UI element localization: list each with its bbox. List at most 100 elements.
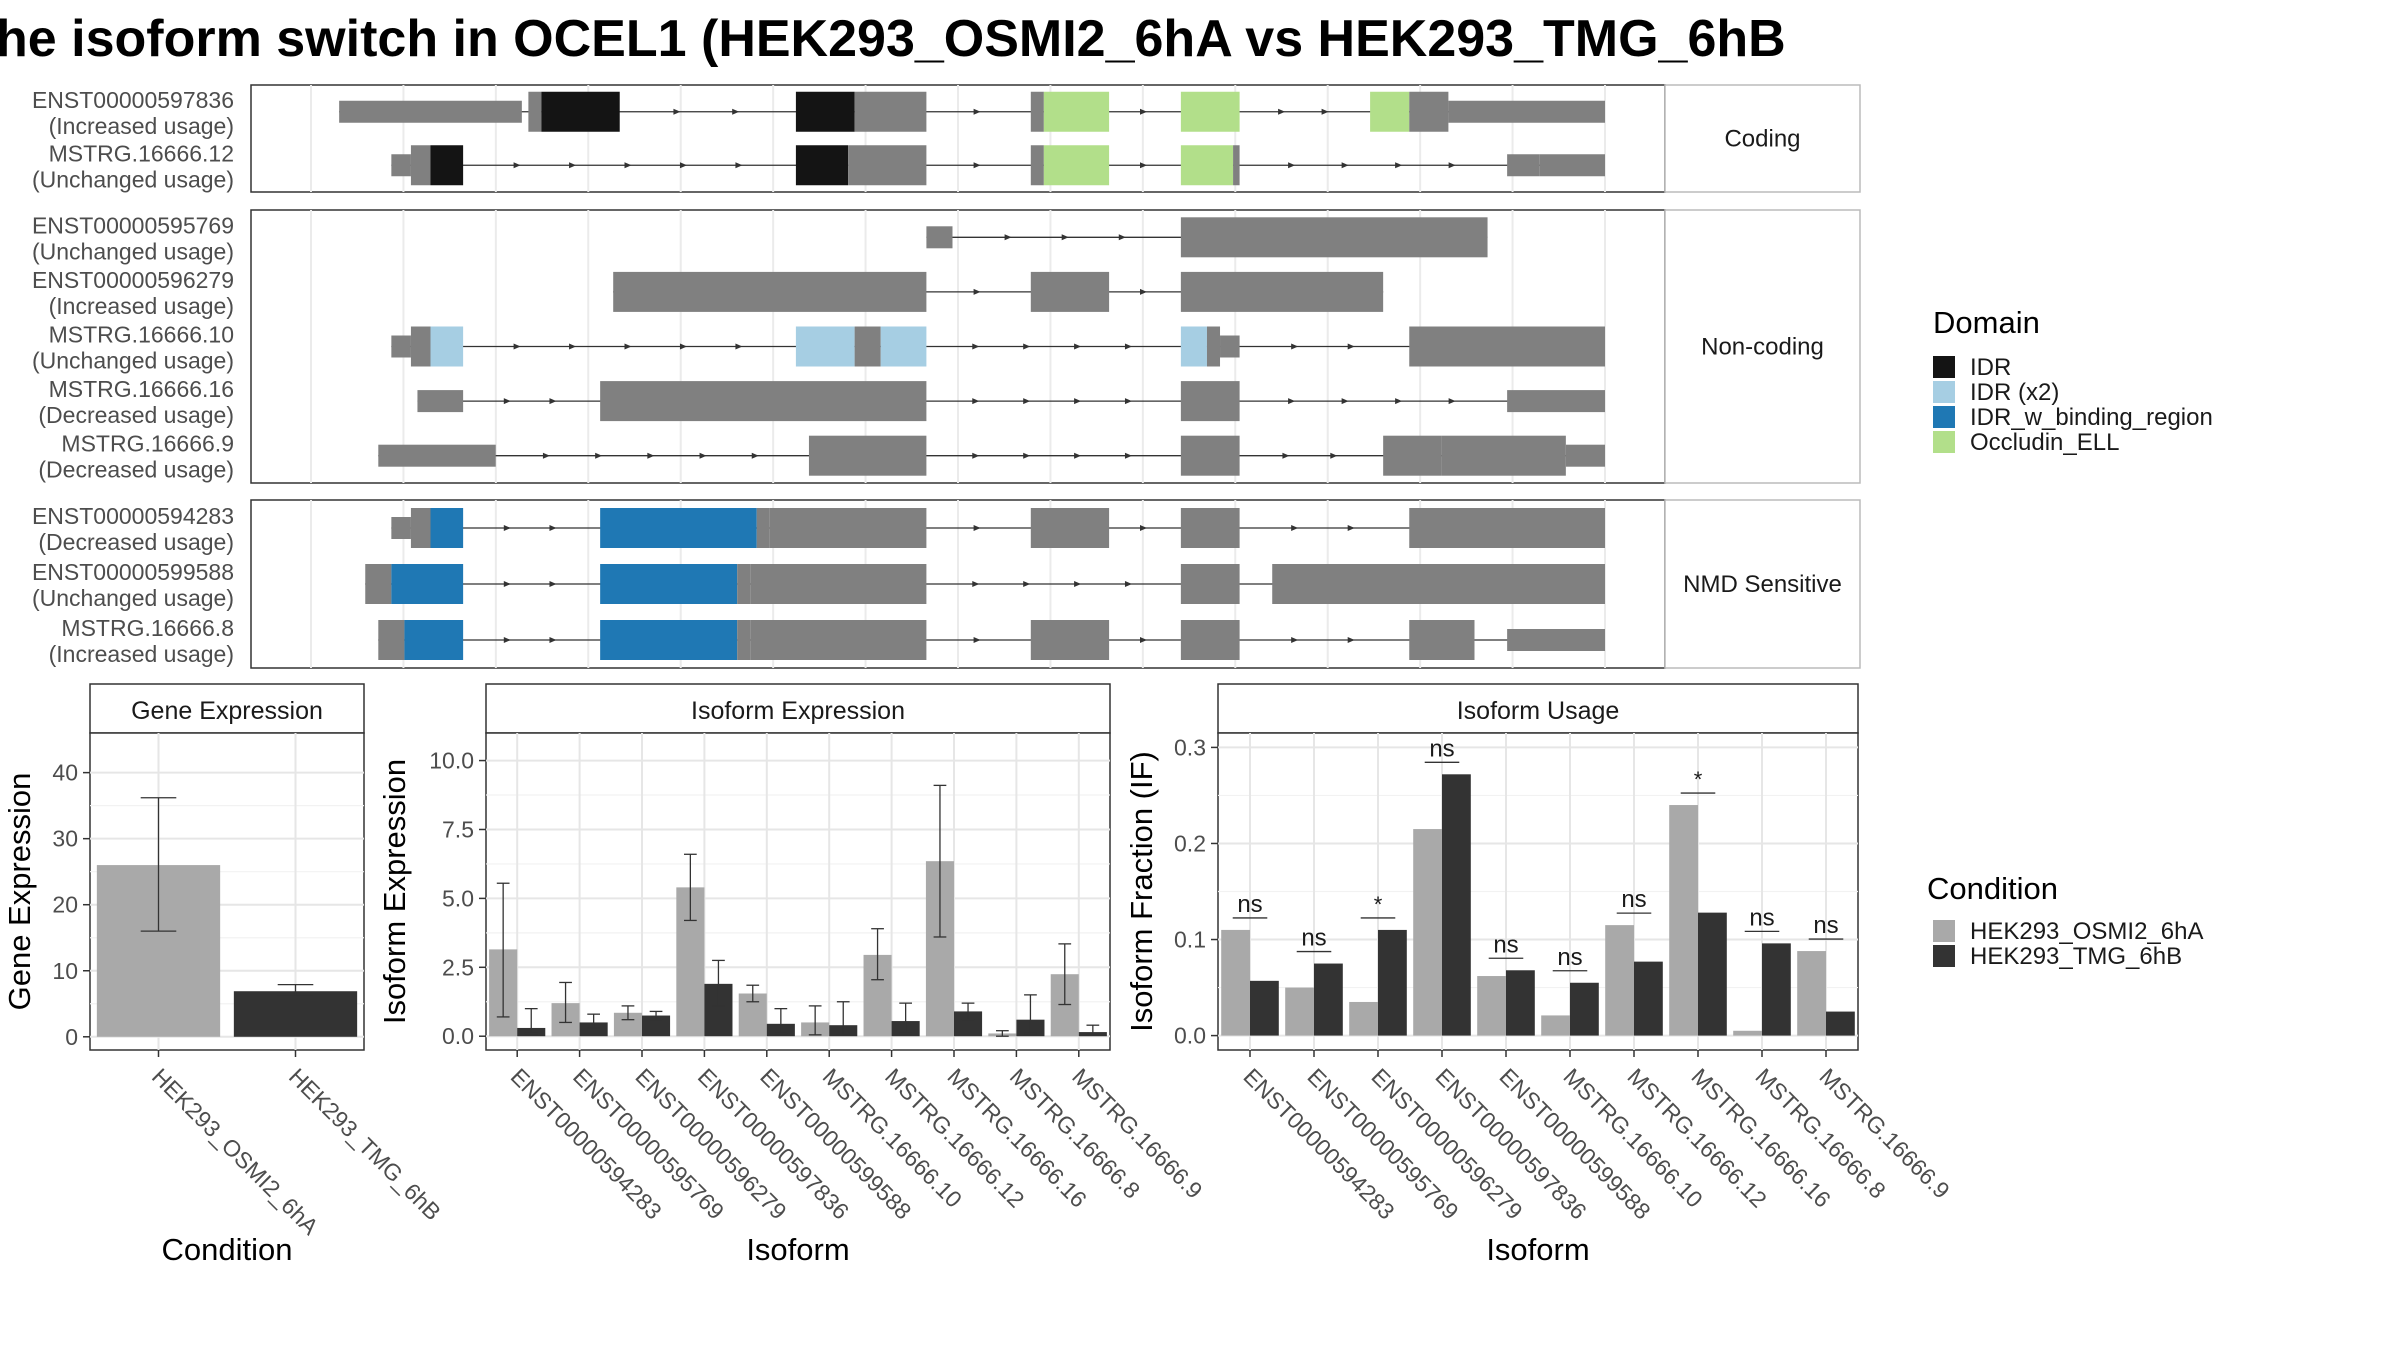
- error-bar: [559, 981, 572, 1024]
- transcript-row: MSTRG.16666.12(Unchanged usage): [32, 140, 1605, 192]
- intron-arrow: [735, 343, 743, 350]
- transcript-panel-nmd-sensitive: NMD Sensitive ENST00000594283(Decreased u…: [32, 499, 1861, 669]
- chart-strip: [485, 683, 1111, 734]
- significance-label: ns: [1813, 912, 1838, 939]
- transcript-row: MSTRG.16666.9(Decreased usage): [38, 431, 1605, 483]
- bar: [1541, 1015, 1570, 1036]
- error-bar: [1024, 994, 1037, 1035]
- intron-arrow: [513, 162, 521, 169]
- error-bar: [524, 1008, 538, 1035]
- panel-strip: [1664, 209, 1861, 484]
- panel-strip-label: NMD Sensitive: [1683, 571, 1842, 598]
- y-tick-label: 10: [52, 958, 78, 984]
- exon-idr-w-binding-region: [391, 564, 464, 604]
- exon-utr: [1180, 217, 1488, 258]
- intron-arrow: [1139, 525, 1147, 531]
- panel-strip-label: Non-coding: [1701, 334, 1824, 361]
- y-tick-label: 30: [52, 826, 78, 852]
- exon-utr: [410, 508, 431, 548]
- condition-legend-label: HEK293_TMG_6hB: [1970, 943, 2182, 970]
- transcript-id-label: MSTRG.16666.12: [49, 140, 234, 166]
- exon-utr: [926, 226, 953, 249]
- exon-utr: [1409, 508, 1605, 548]
- intron-arrow: [549, 398, 557, 405]
- y-tick-label: 0.3: [1174, 734, 1206, 760]
- error-bar: [277, 983, 314, 997]
- error-bar: [899, 1002, 913, 1035]
- significance-label: ns: [1429, 735, 1454, 762]
- intron-arrow: [549, 581, 557, 587]
- exon-occludin-ell: [1180, 145, 1234, 186]
- intron-arrow: [1347, 343, 1355, 350]
- exon-utr: [750, 620, 927, 660]
- intron-arrow: [549, 525, 557, 531]
- expression-bar-charts: Gene Expression010203040HEK293_OSMI2_6hA…: [2, 683, 1955, 1267]
- exon-utr: [600, 381, 927, 422]
- chart-isoform-usage: Isoform Usage 0.0 0.1 0.2 0.3 ns ns * ns ns ns ns * n…: [1124, 683, 1955, 1267]
- intron-arrow: [1330, 452, 1338, 459]
- exon-utr: [1180, 435, 1240, 476]
- bar: [1221, 929, 1250, 1036]
- domain-legend-swatch: [1933, 356, 1955, 378]
- y-tick-label: 0: [65, 1024, 78, 1050]
- exon-utr: [365, 564, 392, 604]
- bar: [1413, 829, 1442, 1036]
- intron-arrow: [1139, 288, 1147, 295]
- exon-utr: [1507, 390, 1605, 413]
- y-axis-title: Gene Expression: [2, 773, 37, 1011]
- transcript-usage-label: (Increased usage): [49, 293, 234, 319]
- intron-arrow: [1291, 525, 1299, 531]
- exon-occludin-ell: [1180, 91, 1240, 132]
- chart-title: Isoform Usage: [1457, 697, 1620, 725]
- exon-utr: [378, 620, 405, 660]
- exon-utr: [1383, 435, 1442, 476]
- exon-utr: [528, 91, 542, 132]
- exon-idr-x2-: [880, 326, 927, 367]
- domain-legend-title: Domain: [1933, 305, 2040, 340]
- transcript-id-label: MSTRG.16666.16: [49, 376, 234, 402]
- error-bar: [871, 928, 884, 981]
- intron-arrow: [732, 108, 740, 115]
- exon-idr: [541, 91, 620, 132]
- bar: [1506, 970, 1535, 1036]
- bar: [1762, 943, 1791, 1036]
- intron-arrow: [972, 452, 980, 459]
- error-bar: [961, 1002, 975, 1021]
- chart-panel: [485, 732, 1111, 1051]
- significance-label: ns: [1621, 886, 1646, 913]
- exon-idr-w-binding-region: [600, 508, 757, 548]
- intron-arrow: [1347, 525, 1355, 531]
- bar: [1797, 951, 1826, 1036]
- intron-arrow: [1074, 343, 1082, 350]
- intron-arrow: [972, 581, 980, 587]
- exon-idr-x2-: [430, 326, 464, 367]
- exon-utr: [1539, 154, 1605, 177]
- transcript-row: MSTRG.16666.16(Decreased usage): [38, 376, 1605, 428]
- intron-arrow: [1124, 343, 1132, 350]
- exon-utr: [1272, 564, 1605, 604]
- exon-idr-w-binding-region: [404, 620, 464, 660]
- exon-utr: [391, 517, 411, 539]
- transcript-row: ENST00000595769(Unchanged usage): [32, 212, 1488, 264]
- intron-arrow: [1124, 581, 1132, 587]
- exon-utr: [737, 620, 751, 660]
- significance-label: ns: [1493, 931, 1518, 958]
- intron-arrow: [1341, 398, 1349, 405]
- y-axis-title: Isoform Fraction (IF): [1124, 751, 1159, 1032]
- intron-arrow: [503, 581, 511, 587]
- transcript-panel-non-coding: Non-coding ENST00000595769(Unchanged usag…: [32, 209, 1861, 484]
- intron-arrow: [1124, 452, 1132, 459]
- transcript-id-label: MSTRG.16666.10: [49, 322, 234, 348]
- significance-label: *: [1694, 767, 1703, 792]
- domain-legend-label: IDR_w_binding_region: [1970, 404, 2213, 431]
- intron-arrow: [1139, 637, 1147, 643]
- exon-idr: [795, 91, 855, 132]
- bar: [613, 1012, 642, 1037]
- y-tick-label: 5.0: [442, 885, 474, 911]
- exon-utr: [613, 271, 927, 312]
- bar: [1826, 1011, 1855, 1036]
- exon-occludin-ell: [1043, 145, 1110, 186]
- intron-arrow: [1124, 398, 1132, 405]
- condition-legend-title: Condition: [1927, 871, 2058, 906]
